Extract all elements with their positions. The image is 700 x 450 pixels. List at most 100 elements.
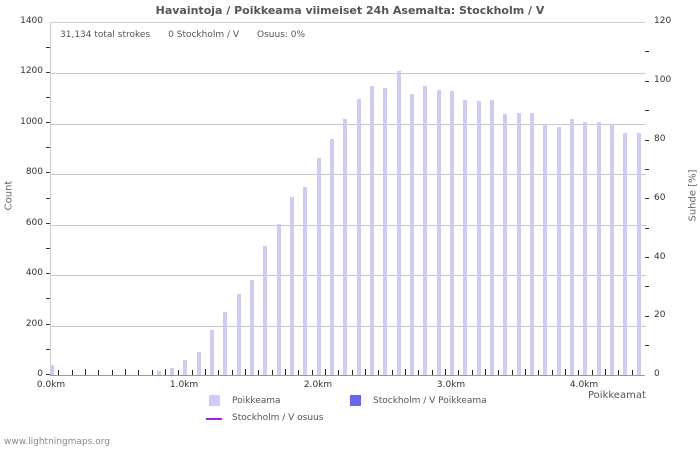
gridline (51, 73, 646, 74)
x-tick-label: 3.0km (436, 380, 466, 390)
x-tick (472, 370, 473, 375)
y2-tick (645, 198, 649, 199)
y2-tick-label: 80 (654, 134, 666, 144)
bar (209, 330, 214, 375)
y-tick-label: 800 (25, 167, 43, 177)
y2-tick (645, 140, 649, 141)
bar (449, 91, 454, 375)
x-tick (432, 370, 433, 375)
y2-tick-label: 20 (654, 310, 666, 320)
bar (289, 197, 294, 375)
share-percent: Osuus: 0% (257, 30, 306, 40)
x-axis (50, 375, 645, 376)
bar (396, 71, 401, 375)
y2-tick (645, 345, 649, 346)
y-tick (46, 172, 50, 173)
y-tick-label: 1200 (20, 66, 43, 76)
plot-area (50, 22, 646, 375)
bar (503, 114, 508, 375)
bar (303, 187, 308, 375)
x-axis-title: Poikkeamat (588, 390, 646, 401)
x-tick (485, 369, 486, 375)
x-tick (392, 370, 393, 375)
y-tick (46, 198, 50, 199)
legend-swatch-poikkeama (209, 395, 220, 406)
y2-tick (645, 228, 649, 229)
x-tick (458, 370, 459, 375)
station-strokes: 0 Stockholm / V (168, 30, 240, 40)
bar (583, 122, 588, 375)
x-tick (218, 370, 219, 375)
y-tick (46, 324, 50, 325)
total-strokes: 31,134 total strokes (60, 30, 151, 40)
bar (223, 312, 228, 375)
bar (436, 90, 441, 375)
y-tick (46, 97, 50, 98)
bar (316, 158, 321, 375)
bar (276, 224, 281, 375)
bar (156, 371, 161, 375)
y2-tick (645, 81, 649, 82)
y2-tick (645, 316, 649, 317)
x-tick-label: 1.0km (169, 380, 199, 390)
x-tick (632, 370, 633, 375)
y-tick (46, 298, 50, 299)
gridline (51, 225, 646, 226)
y-tick (46, 223, 50, 224)
x-tick (378, 370, 379, 375)
x-tick-label: 4.0km (569, 380, 599, 390)
x-tick (152, 370, 153, 375)
x-tick (578, 370, 579, 375)
x-tick (178, 370, 179, 375)
x-tick (192, 370, 193, 375)
x-tick (232, 370, 233, 375)
y-tick-label: 1400 (20, 16, 43, 26)
x-tick (312, 370, 313, 375)
y-tick (46, 147, 50, 148)
y2-tick-label: 0 (654, 369, 660, 379)
bar (636, 133, 641, 375)
y-axis-title: Count (3, 180, 15, 211)
x-tick-label: 2.0km (303, 380, 333, 390)
bar (383, 88, 388, 375)
bar (50, 365, 54, 375)
x-tick (592, 370, 593, 375)
gridline (51, 124, 646, 125)
x-tick (72, 370, 73, 375)
x-tick (58, 370, 59, 375)
bar (183, 360, 188, 375)
x-tick (298, 370, 299, 375)
y2-tick (645, 286, 649, 287)
x-tick (258, 370, 259, 375)
y-tick (46, 349, 50, 350)
legend-label-poikkeama: Poikkeama (232, 396, 281, 406)
y2-tick-label: 60 (654, 193, 666, 203)
bar (596, 122, 601, 375)
x-tick (365, 369, 366, 375)
x-tick (338, 370, 339, 375)
x-tick (85, 369, 86, 375)
gridline (51, 275, 646, 276)
x-tick (565, 369, 566, 375)
legend-line-station-share (206, 418, 222, 420)
bar (236, 294, 241, 375)
y-tick-label: 600 (25, 218, 43, 228)
y2-tick-label: 100 (654, 75, 672, 85)
chart-title: Havaintoja / Poikkeama viimeiset 24h Ase… (155, 4, 545, 17)
bar (369, 86, 374, 375)
y-tick (46, 47, 50, 48)
x-tick (512, 370, 513, 375)
bar (556, 127, 561, 375)
x-tick (285, 369, 286, 375)
x-tick (418, 370, 419, 375)
x-tick (165, 369, 166, 375)
x-tick (245, 369, 246, 375)
y2-tick-label: 40 (654, 252, 666, 262)
x-tick (352, 370, 353, 375)
y-tick (46, 273, 50, 274)
bar (543, 124, 548, 375)
bar (196, 352, 201, 375)
bar (343, 119, 348, 375)
bar (516, 113, 521, 375)
y-tick-label: 200 (25, 319, 43, 329)
